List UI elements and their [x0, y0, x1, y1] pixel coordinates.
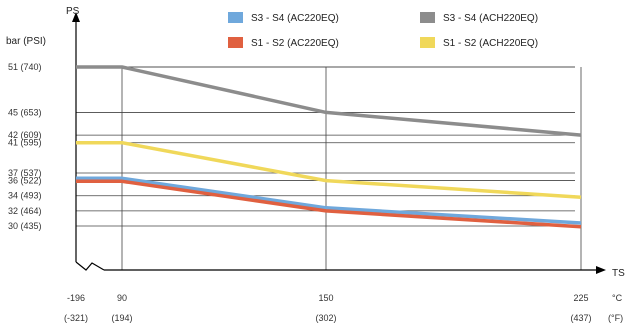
x-unit-celsius: °C [612, 293, 623, 303]
y-axis-arrow [72, 12, 80, 22]
series-line [76, 176, 582, 225]
x-tick-sublabel: (437) [570, 313, 591, 323]
series-line [76, 65, 582, 137]
legend-label: S1 - S2 (ACH220EQ) [443, 38, 538, 49]
y-tick-label: 37 (537) [8, 168, 42, 178]
x-tick-label: 225 [573, 293, 588, 303]
y-tick-label: 41 (595) [8, 138, 42, 148]
y-tick-label: 30 (435) [8, 221, 42, 231]
grid-lines [76, 66, 582, 270]
x-unit-fahrenheit: (°F) [608, 313, 623, 323]
axis-break-icon [75, 261, 105, 271]
y-tick-label: 34 (493) [8, 191, 42, 201]
x-tick-sublabel: (-321) [64, 313, 88, 323]
legend: S3 - S4 (AC220EQ) S1 - S2 (AC220EQ) S3 - S… [228, 12, 538, 49]
legend-swatch [228, 12, 243, 23]
x-axis-name: TS [612, 268, 625, 279]
y-tick-label: 45 (653) [8, 107, 42, 117]
legend-label: S3 - S4 (AC220EQ) [251, 13, 339, 24]
y-axis-name: PS [66, 6, 80, 17]
y-tick-label: 42 (609) [8, 130, 42, 140]
x-tick-label: 150 [318, 293, 333, 303]
series-line [76, 140, 582, 199]
legend-swatch [228, 37, 243, 48]
legend-label: S1 - S2 (AC220EQ) [251, 38, 339, 49]
series-line [76, 179, 582, 229]
legend-swatch [420, 37, 435, 48]
y-tick-label: 36 (522) [8, 176, 42, 186]
tick-labels: 51 (740) 45 (653) 42 (609)41 (595) 37 (537)… [8, 62, 592, 323]
axes [72, 12, 606, 274]
x-tick-sublabel: (302) [315, 313, 336, 323]
x-tick-sublabel: (194) [111, 313, 132, 323]
y-axis-label: bar (PSI) [6, 36, 46, 47]
x-tick-label: 90 [117, 293, 127, 303]
legend-label: S3 - S4 (ACH220EQ) [443, 13, 538, 24]
y-tick-label: 32 (464) [8, 206, 42, 216]
x-axis-arrow [596, 266, 606, 274]
x-tick-label: -196 [67, 293, 85, 303]
series-lines [76, 65, 582, 229]
y-tick-label: 51 (740) [8, 62, 42, 72]
legend-swatch [420, 12, 435, 23]
